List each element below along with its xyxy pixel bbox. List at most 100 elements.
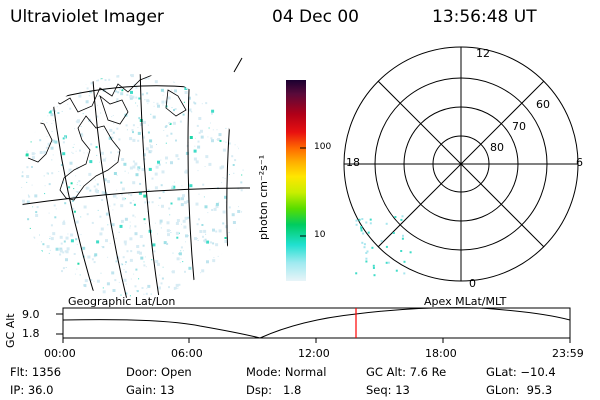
uv-pixel	[103, 178, 107, 182]
uv-pixel	[133, 273, 135, 275]
uv-pixel	[37, 272, 39, 274]
uv-pixel	[147, 131, 150, 134]
uv-pixel	[234, 292, 236, 294]
uv-pixel	[76, 191, 79, 193]
polar-uv-pixel	[361, 241, 364, 244]
uv-pixel	[65, 258, 68, 262]
uv-pixel	[175, 231, 179, 235]
y-tick-9: 9.0	[22, 308, 40, 321]
uv-pixel	[143, 264, 146, 267]
uv-pixel	[115, 145, 117, 147]
uv-pixel	[25, 107, 29, 111]
uv-pixel	[170, 232, 172, 233]
uv-pixel	[102, 287, 104, 289]
uv-pixel	[118, 281, 120, 283]
uv-pixel	[219, 166, 223, 170]
uv-pixel	[149, 145, 153, 149]
uv-pixel	[168, 286, 170, 289]
uv-pixel	[54, 216, 57, 219]
uv-pixel	[210, 137, 213, 140]
uv-pixel	[142, 153, 146, 157]
uv-pixel	[137, 166, 141, 170]
uv-pixel	[61, 270, 63, 273]
uv-pixel	[93, 185, 96, 188]
uv-pixel	[205, 155, 209, 159]
uv-pixel	[26, 181, 28, 183]
uv-pixel	[36, 255, 40, 259]
uv-pixel	[67, 233, 69, 235]
uv-pixel	[138, 278, 140, 280]
uv-pixel	[63, 219, 65, 221]
uv-pixel	[78, 94, 82, 98]
polar-uv-pixel	[403, 272, 406, 275]
uv-pixel	[211, 209, 214, 211]
uv-pixel	[247, 148, 249, 150]
uv-pixel	[39, 151, 43, 154]
uv-pixel	[80, 234, 82, 236]
uv-pixel	[115, 260, 118, 263]
uv-pixel	[200, 135, 204, 139]
uv-pixel	[240, 231, 243, 234]
uv-pixel	[65, 236, 69, 240]
uv-pixel	[123, 162, 127, 166]
uv-pixel	[21, 208, 23, 210]
uv-pixel	[129, 237, 133, 241]
uv-pixel	[125, 261, 127, 264]
uv-pixel	[22, 143, 25, 147]
uv-pixel	[211, 109, 215, 113]
uv-pixel	[27, 122, 29, 124]
uv-pixel	[166, 229, 170, 233]
uv-pixel	[132, 199, 134, 201]
uv-pixel	[129, 295, 131, 297]
uv-pixel	[60, 242, 63, 245]
uv-pixel	[193, 101, 195, 104]
uv-pixel	[62, 181, 65, 184]
uv-pixel	[177, 158, 180, 160]
uv-pixel	[44, 185, 46, 187]
uv-pixel	[64, 286, 68, 290]
polar-uv-pixel	[369, 218, 372, 221]
uv-pixel	[77, 182, 78, 184]
uv-pixel	[71, 151, 73, 153]
uv-pixel	[23, 273, 25, 275]
uv-pixel	[76, 184, 78, 186]
uv-pixel	[150, 150, 153, 153]
uv-pixel	[130, 90, 133, 94]
uv-pixel	[135, 102, 137, 104]
uv-pixel	[62, 137, 65, 140]
uv-pixel	[132, 214, 135, 217]
uv-pixel	[207, 212, 209, 214]
uv-pixel	[212, 259, 216, 263]
uv-pixel	[26, 175, 30, 178]
uv-pixel	[38, 104, 40, 106]
uv-pixel	[245, 113, 246, 114]
uv-pixel	[171, 270, 175, 274]
uv-pixel	[71, 200, 74, 202]
uv-pixel	[89, 160, 93, 164]
uv-pixel	[178, 252, 182, 256]
uv-pixel	[66, 89, 69, 92]
uv-pixel	[91, 79, 93, 81]
uv-pixel	[165, 142, 167, 144]
polar-uv-pixel	[365, 252, 368, 254]
uv-pixel	[189, 183, 191, 185]
uv-pixel	[231, 155, 234, 158]
polar-uv-pixel	[373, 274, 376, 277]
polar-uv-pixel	[355, 272, 358, 275]
uv-pixel	[238, 244, 240, 246]
uv-pixel	[138, 170, 140, 172]
colorbar-tick-10: 10	[314, 230, 326, 240]
polar-uv-pixel	[360, 227, 363, 230]
uv-pixel	[27, 264, 31, 268]
uv-pixel	[106, 192, 108, 194]
uv-pixel	[109, 205, 111, 207]
uv-pixel	[248, 169, 250, 171]
uv-pixel	[238, 124, 240, 126]
uv-pixel	[132, 124, 135, 127]
uv-pixel	[66, 285, 70, 289]
uv-pixel	[121, 187, 125, 191]
uv-pixel	[221, 165, 225, 169]
uv-pixel	[108, 78, 111, 81]
uv-pixel	[80, 286, 82, 288]
polar-uv-pixel	[380, 240, 383, 243]
